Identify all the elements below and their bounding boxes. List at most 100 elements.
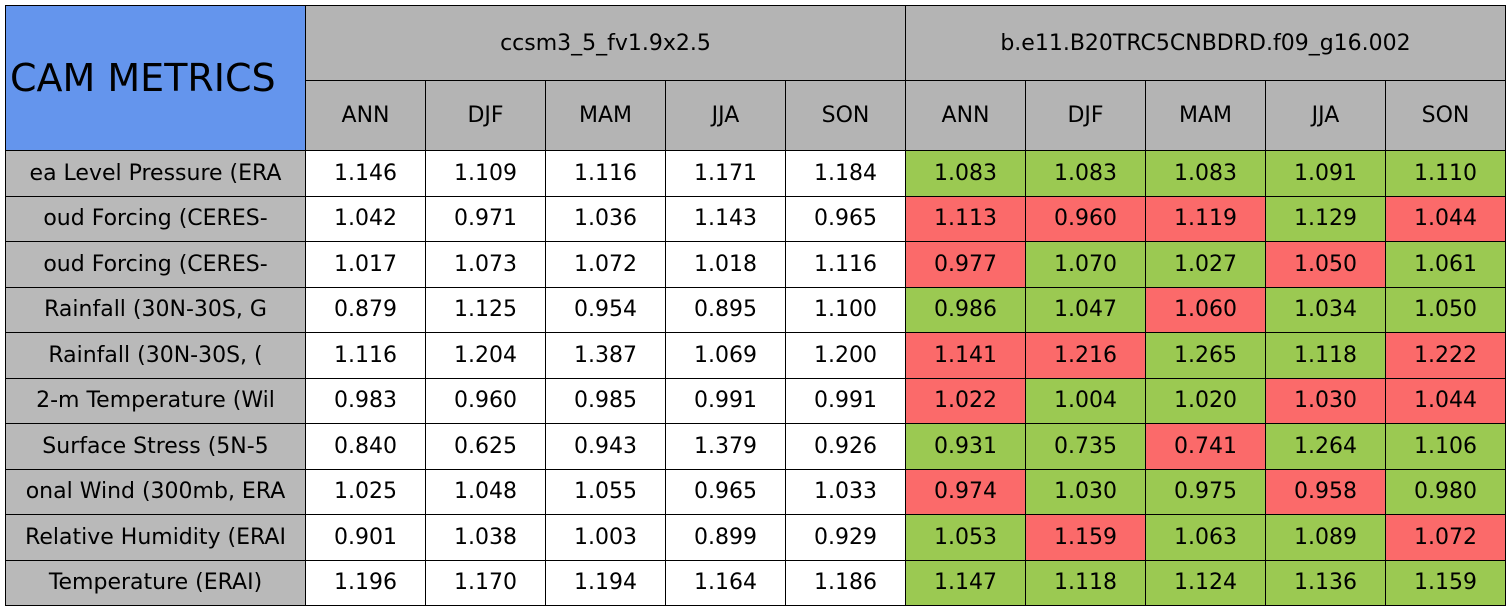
metric-cell: 0.960 [425, 377, 546, 424]
metric-cell: 1.204 [425, 332, 546, 379]
metric-cell: 1.042 [305, 195, 426, 242]
metric-cell: 1.264 [1265, 423, 1386, 470]
metric-cell: 1.044 [1385, 195, 1506, 242]
season-header: ANN [305, 80, 426, 151]
group-header: b.e11.B20TRC5CNBDRD.f09_g16.002 [905, 5, 1506, 81]
metric-cell: 1.170 [425, 559, 546, 606]
season-header: JJA [665, 80, 786, 151]
metric-cell: 1.129 [1265, 195, 1386, 242]
metric-cell: 1.265 [1145, 332, 1266, 379]
metric-cell: 1.124 [1145, 559, 1266, 606]
metric-cell: 1.109 [425, 150, 546, 197]
metric-cell: 1.025 [305, 468, 426, 515]
metric-cell: 1.038 [425, 514, 546, 561]
metric-cell: 0.879 [305, 286, 426, 333]
metric-cell: 0.985 [545, 377, 666, 424]
row-label: onal Wind (300mb, ERA [5, 468, 306, 515]
metric-cell: 1.110 [1385, 150, 1506, 197]
metric-cell: 1.194 [545, 559, 666, 606]
metric-cell: 1.050 [1265, 241, 1386, 288]
metric-cell: 0.991 [665, 377, 786, 424]
metric-cell: 1.125 [425, 286, 546, 333]
metric-cell: 0.965 [785, 195, 906, 242]
metric-cell: 0.975 [1145, 468, 1266, 515]
row-label: Rainfall (30N-30S, G [5, 286, 306, 333]
metric-cell: 0.943 [545, 423, 666, 470]
metric-cell: 1.069 [665, 332, 786, 379]
metric-cell: 0.931 [905, 423, 1026, 470]
metric-cell: 1.118 [1265, 332, 1386, 379]
season-header: MAM [545, 80, 666, 151]
metric-cell: 1.200 [785, 332, 906, 379]
metric-cell: 1.146 [305, 150, 426, 197]
metric-cell: 1.141 [905, 332, 1026, 379]
row-label: Temperature (ERAI) [5, 559, 306, 606]
season-header: JJA [1265, 80, 1386, 151]
metric-cell: 1.022 [905, 377, 1026, 424]
season-header: DJF [425, 80, 546, 151]
metric-cell: 1.119 [1145, 195, 1266, 242]
metric-cell: 0.929 [785, 514, 906, 561]
metric-cell: 1.018 [665, 241, 786, 288]
metric-cell: 1.004 [1025, 377, 1146, 424]
row-label: Surface Stress (5N-5 [5, 423, 306, 470]
metric-cell: 1.159 [1385, 559, 1506, 606]
metric-cell: 1.044 [1385, 377, 1506, 424]
metric-cell: 0.954 [545, 286, 666, 333]
metric-cell: 1.030 [1265, 377, 1386, 424]
row-label: 2-m Temperature (Wil [5, 377, 306, 424]
metric-cell: 1.030 [1025, 468, 1146, 515]
metric-cell: 1.061 [1385, 241, 1506, 288]
metric-cell: 1.053 [905, 514, 1026, 561]
metric-cell: 1.143 [665, 195, 786, 242]
season-header: ANN [905, 80, 1026, 151]
metric-cell: 0.960 [1025, 195, 1146, 242]
metric-cell: 0.983 [305, 377, 426, 424]
row-label: Rainfall (30N-30S, ( [5, 332, 306, 379]
metric-cell: 0.986 [905, 286, 1026, 333]
metric-cell: 1.034 [1265, 286, 1386, 333]
metric-cell: 0.741 [1145, 423, 1266, 470]
metric-cell: 1.164 [665, 559, 786, 606]
season-header: MAM [1145, 80, 1266, 151]
metric-cell: 1.036 [545, 195, 666, 242]
group-header: ccsm3_5_fv1.9x2.5 [305, 5, 906, 81]
metric-cell: 1.216 [1025, 332, 1146, 379]
metric-cell: 1.047 [1025, 286, 1146, 333]
row-label: Relative Humidity (ERAI [5, 514, 306, 561]
metric-cell: 0.991 [785, 377, 906, 424]
metric-cell: 0.971 [425, 195, 546, 242]
metric-cell: 1.196 [305, 559, 426, 606]
metric-cell: 1.020 [1145, 377, 1266, 424]
metric-cell: 1.050 [1385, 286, 1506, 333]
metric-cell: 1.083 [1025, 150, 1146, 197]
metric-cell: 1.116 [305, 332, 426, 379]
metric-cell: 1.118 [1025, 559, 1146, 606]
metric-cell: 1.048 [425, 468, 546, 515]
title-cell: CAM METRICS [5, 5, 306, 151]
metric-cell: 1.186 [785, 559, 906, 606]
metric-cell: 0.965 [665, 468, 786, 515]
metric-cell: 1.379 [665, 423, 786, 470]
metric-cell: 1.089 [1265, 514, 1386, 561]
metric-cell: 0.958 [1265, 468, 1386, 515]
metric-cell: 1.222 [1385, 332, 1506, 379]
metric-cell: 1.063 [1145, 514, 1266, 561]
row-label: oud Forcing (CERES- [5, 195, 306, 242]
metric-cell: 1.184 [785, 150, 906, 197]
metric-cell: 1.116 [785, 241, 906, 288]
metric-cell: 1.072 [545, 241, 666, 288]
season-header: SON [785, 80, 906, 151]
metric-cell: 1.033 [785, 468, 906, 515]
metric-cell: 0.895 [665, 286, 786, 333]
metric-cell: 0.926 [785, 423, 906, 470]
metric-cell: 1.387 [545, 332, 666, 379]
metric-cell: 1.116 [545, 150, 666, 197]
metric-cell: 0.735 [1025, 423, 1146, 470]
metric-cell: 0.625 [425, 423, 546, 470]
metric-cell: 1.055 [545, 468, 666, 515]
metric-cell: 1.070 [1025, 241, 1146, 288]
row-label: ea Level Pressure (ERA [5, 150, 306, 197]
season-header: SON [1385, 80, 1506, 151]
